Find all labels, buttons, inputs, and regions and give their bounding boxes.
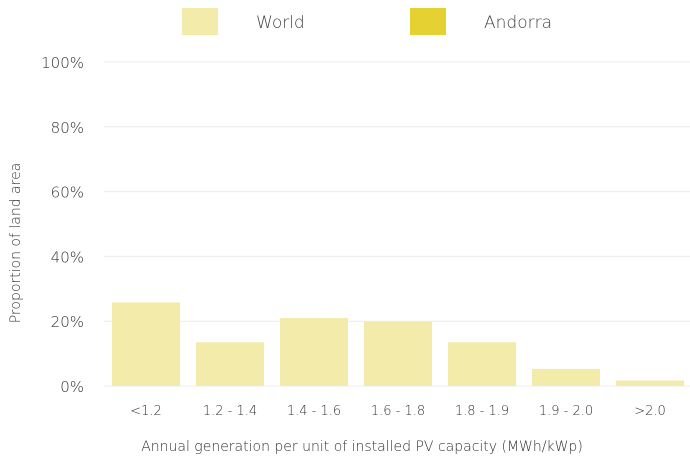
y-axis-title: Proportion of land area bbox=[8, 163, 24, 324]
legend: World Andorra bbox=[182, 8, 552, 35]
x-tick-label: 1.6 - 1.8 bbox=[371, 404, 425, 419]
y-tick-label: 40% bbox=[51, 248, 84, 266]
bar-world bbox=[196, 342, 264, 386]
bar-world bbox=[448, 342, 516, 386]
x-tick-label: 1.2 - 1.4 bbox=[203, 404, 257, 419]
x-tick-label: <1.2 bbox=[130, 404, 162, 419]
legend-swatch bbox=[410, 8, 446, 35]
bar-world bbox=[364, 321, 432, 386]
y-axis-ticks: 0% 20% 40% 60% 80% 100% bbox=[41, 54, 84, 396]
y-tick-label: 0% bbox=[60, 378, 84, 396]
bar-world bbox=[532, 368, 600, 386]
bar-world bbox=[616, 380, 684, 386]
bars bbox=[112, 302, 684, 386]
x-tick-label: 1.4 - 1.6 bbox=[287, 404, 341, 419]
x-axis-ticks: <1.2 1.2 - 1.4 1.4 - 1.6 1.6 - 1.8 1.8 - 1.9… bbox=[130, 404, 666, 419]
x-tick-label: >2.0 bbox=[634, 404, 666, 419]
legend-swatch bbox=[182, 8, 218, 35]
legend-label: Andorra bbox=[484, 13, 552, 33]
x-tick-label: 1.9 - 2.0 bbox=[539, 404, 593, 419]
x-tick-label: 1.8 - 1.9 bbox=[455, 404, 509, 419]
y-tick-label: 80% bbox=[51, 119, 84, 137]
x-axis-title: Annual generation per unit of installed … bbox=[141, 439, 583, 455]
bar-world bbox=[280, 317, 348, 386]
legend-label: World bbox=[256, 13, 305, 33]
y-tick-label: 100% bbox=[41, 54, 84, 72]
y-tick-label: 60% bbox=[51, 184, 84, 202]
y-tick-label: 20% bbox=[51, 313, 84, 331]
bar-world bbox=[112, 302, 180, 386]
